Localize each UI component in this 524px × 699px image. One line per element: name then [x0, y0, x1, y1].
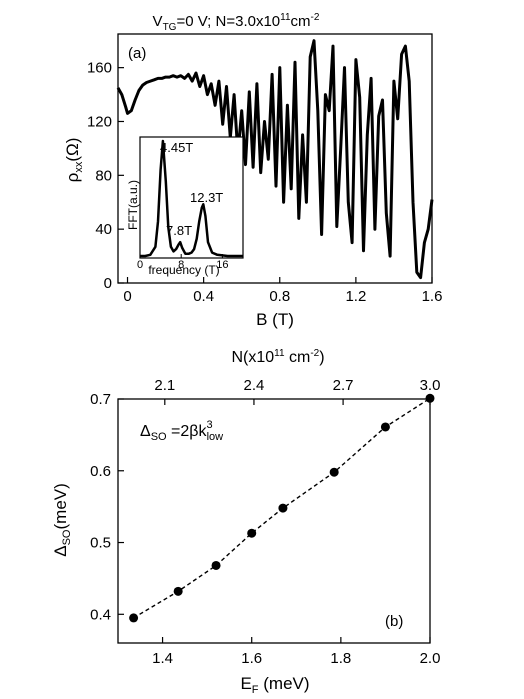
xlabel-sub: F	[252, 684, 259, 696]
top-xlabel-exp: 11	[274, 348, 285, 359]
panel-a-x-tick-label: 1.6	[422, 288, 443, 305]
title-eq: =0 V; N=3.0x10	[176, 13, 280, 30]
panel-b-top-xlabel: N(x1011 cm-2)	[231, 348, 324, 366]
inset-series-line	[140, 139, 243, 258]
panel-a-y-tick-label: 160	[87, 60, 112, 77]
panel-a-x-tick-label: 0	[123, 288, 131, 305]
panel-b-frame	[117, 398, 431, 644]
top-xlabel-pre: N(x10	[231, 349, 274, 366]
xlabel-e: E	[240, 674, 251, 693]
panel-a-xlabel: B (T)	[256, 310, 294, 329]
formula-k-sup: 3	[206, 419, 212, 431]
top-xlabel-post: )	[319, 349, 324, 366]
ylabel-delta-sub: SO	[61, 529, 73, 545]
panel-b-data-point	[247, 528, 257, 538]
panel-b-y-ticks: 0.4 0.5 0.6 0.7	[90, 391, 124, 623]
ylabel-delta-unit: (meV)	[51, 483, 70, 529]
panel-a-x-tick-label: 0.8	[269, 288, 290, 305]
top-xlabel-uexp: -2	[310, 348, 319, 359]
panel-b-data-point	[380, 422, 390, 432]
title-exp: 11	[280, 12, 291, 23]
panel-b-x-tick-label: 1.4	[152, 650, 173, 667]
panel-b-data-point	[173, 586, 183, 596]
panel-a-y-tick-label: 0	[104, 275, 112, 292]
inset-peak-label-2: 7.8T	[166, 223, 192, 238]
formula-delta-sub: SO	[151, 431, 167, 443]
panel-a-frame	[117, 33, 433, 284]
panel-b-top-x-tick-label: 3.0	[420, 377, 441, 394]
inset-x-tick-label: 0	[137, 259, 143, 271]
panel-a-x-tick-label: 1.2	[345, 288, 366, 305]
inset-peak-label-3: 12.3T	[190, 190, 223, 205]
inset-xlabel: frequency (T)	[148, 263, 219, 277]
panel-b-x-ticks: 1.4 1.6 1.8 2.0	[152, 637, 440, 667]
inset-x-tick-label: 16	[216, 259, 228, 271]
inset-x-ticks: 0 8 16	[137, 254, 229, 271]
ylabel-rho: ρ	[63, 173, 82, 183]
panel-b-formula: ΔSO =2βk3 low	[140, 419, 223, 443]
panel-b-points	[129, 393, 435, 623]
panel-b-x-tick-label: 1.6	[241, 650, 262, 667]
panel-a-y-tick-label: 40	[95, 221, 112, 238]
panel-a-x-tick-label: 0.4	[193, 288, 214, 305]
formula-eq: =2βk	[167, 423, 208, 440]
panel-b-y-tick-label: 0.4	[90, 606, 111, 623]
panel-a-y-tick-label: 80	[95, 167, 112, 184]
panel-a-series-line	[116, 39, 434, 280]
ylabel-unit: (Ω)	[63, 138, 82, 162]
panel-b-x-tick-label: 1.8	[330, 650, 351, 667]
panel-b-top-x-tick-label: 2.4	[244, 377, 265, 394]
panel-b-y-tick-label: 0.5	[90, 535, 111, 552]
panel-b-data-point	[329, 467, 339, 477]
panel-b-top-x-tick-label: 2.7	[333, 377, 354, 394]
panel-b-x-tick-label: 2.0	[420, 650, 441, 667]
top-xlabel-mid: cm	[285, 349, 311, 366]
panel-b-xlabel: EF (meV)	[240, 674, 309, 696]
panel-b-data-point	[211, 560, 221, 570]
inset-ylabel: FFT(a.u.)	[126, 180, 140, 230]
formula-k-sub: low	[207, 431, 224, 443]
panel-a-title: VTG=0 V; N=3.0x1011cm-2	[153, 12, 320, 33]
panel-b: N(x1011 cm-2) 1.4 1.6 1.8 2.0 0.40.50.60.7 …	[51, 348, 440, 696]
panel-b-top-x-tick-label: 2.1	[154, 377, 175, 394]
panel-a-label: (a)	[128, 45, 146, 62]
panel-a-inset: 0 8 16 FFT(a.u.) frequency (T) 4.45T 7.8T …	[126, 136, 244, 277]
inset-x-tick-label: 8	[178, 259, 184, 271]
title-v: V	[153, 13, 163, 30]
panel-b-ylabel: ΔSO(meV)	[51, 483, 73, 557]
panel-b-y-tick-label: 0.7	[90, 391, 111, 408]
panel-a-x-ticks: 0 0.4 0.8 1.2 1.6	[123, 277, 442, 305]
title-unit-exp: -2	[311, 12, 320, 23]
panel-b-data-point	[425, 393, 435, 403]
title-unit: cm	[291, 13, 311, 30]
panel-b-top-x-ticks: 2.1 2.4 2.7 3.0	[154, 377, 440, 405]
xlabel-unit: (meV)	[259, 674, 310, 693]
panel-b-label: (b)	[385, 613, 403, 630]
inset-peak-label-1: 4.45T	[160, 140, 193, 155]
ylabel-sub: xx	[73, 161, 85, 173]
panel-a-y-ticks: 0 40 80 120 160	[87, 60, 124, 292]
panel-b-data-point	[129, 613, 139, 623]
panel-b-y-tick-label: 0.6	[90, 463, 111, 480]
panel-a-ylabel: ρxx(Ω)	[63, 138, 85, 183]
panel-a: VTG=0 V; N=3.0x1011cm-2 0 0.4 0.8 1.2 1.6 0 4…	[63, 12, 442, 329]
panel-a-y-tick-label: 120	[87, 113, 112, 130]
panel-b-data-point	[278, 503, 288, 513]
panel-b-dashed-line	[133, 397, 431, 619]
formula-delta: Δ	[140, 423, 151, 440]
title-tg-sub: TG	[163, 22, 177, 33]
ylabel-delta: Δ	[51, 545, 70, 556]
